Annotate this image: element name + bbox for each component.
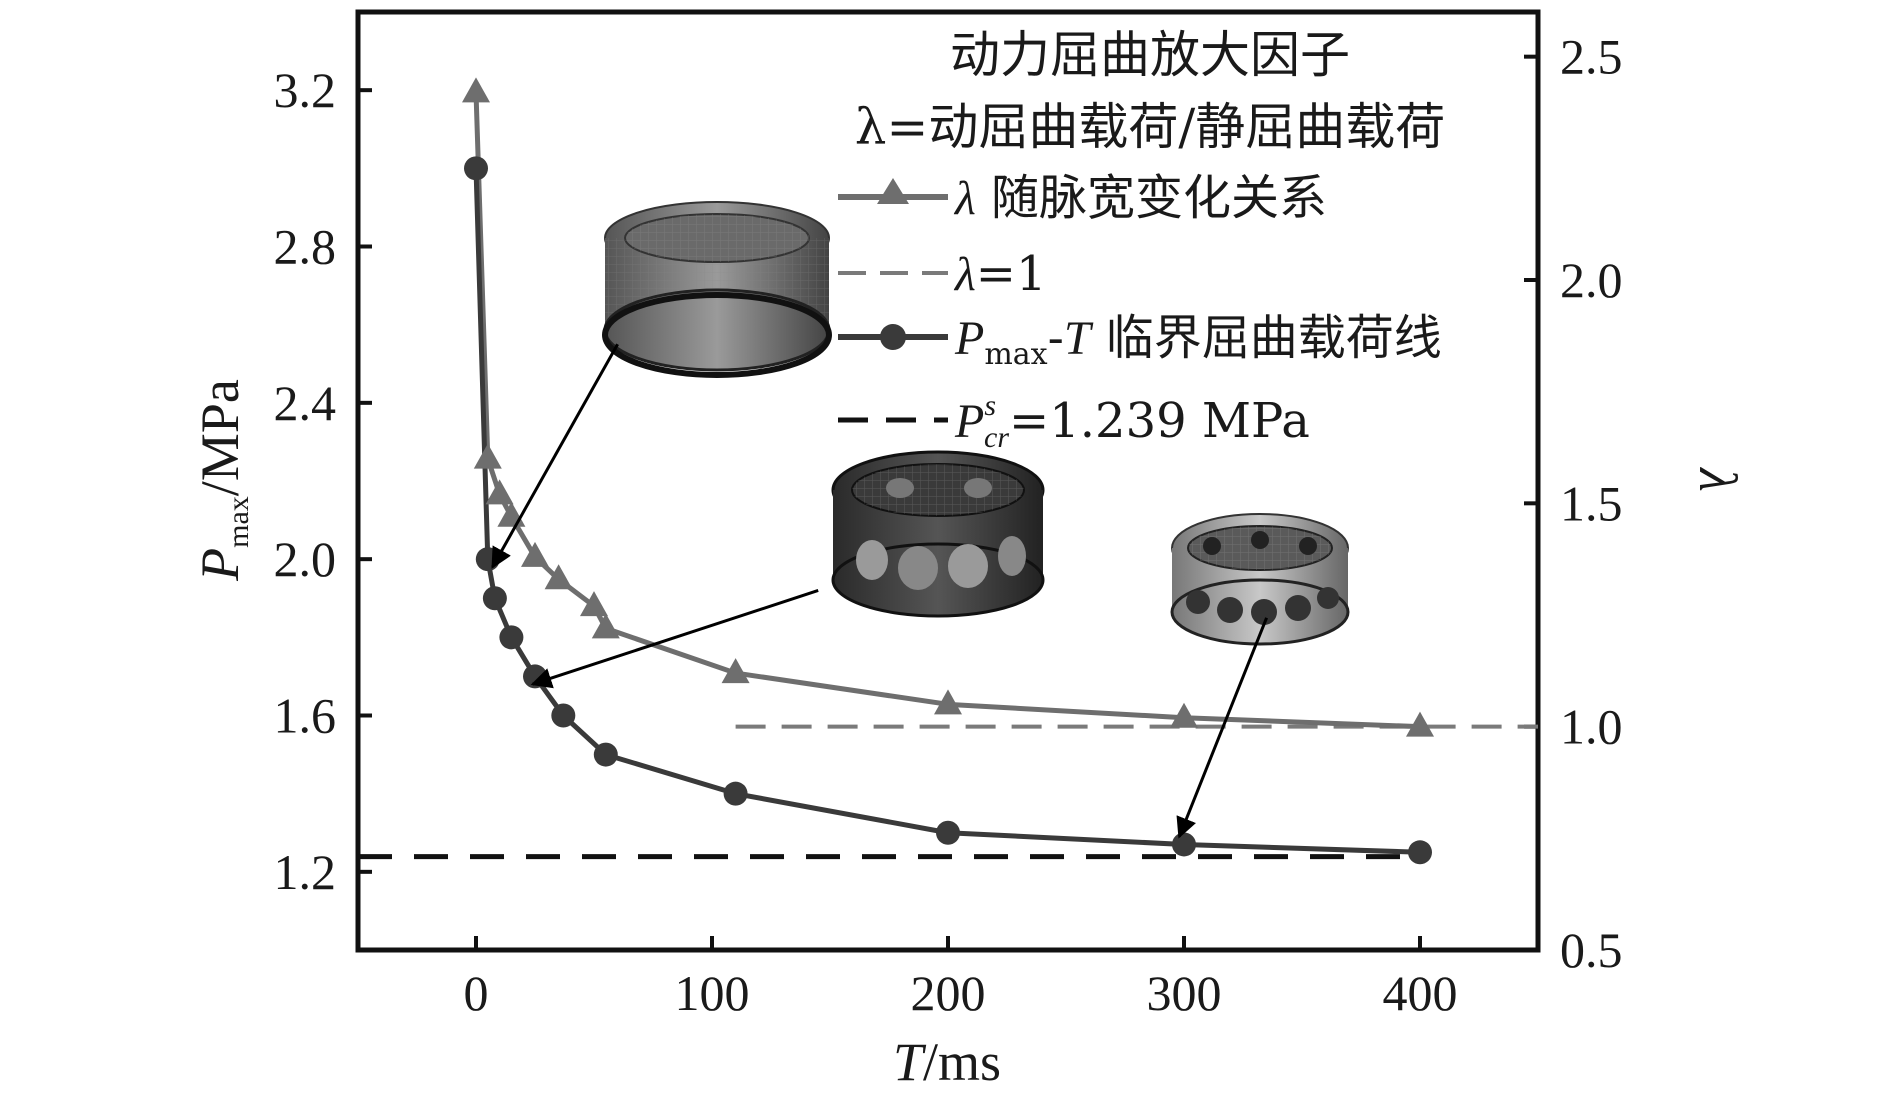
annotation-arrows [491, 343, 1268, 839]
svg-text:λ 随脉宽变化关系: λ 随脉宽变化关系 [953, 170, 1327, 226]
x-axis-label: T/ms [893, 1032, 1001, 1092]
legend-circle-icon [880, 324, 906, 350]
data-point-circle [723, 781, 748, 806]
data-point-circle [593, 742, 618, 767]
legend-label-lambda-one: =1 [976, 246, 1047, 302]
x-tick-label: 300 [1147, 965, 1222, 1021]
x-axis-ticks: 0 100 200 300 400 [464, 936, 1458, 1021]
data-point-triangle [1406, 711, 1434, 737]
legend-label-lambda-curve: 随脉宽变化关系 [976, 170, 1327, 226]
annotation-arrow-2 [530, 589, 819, 689]
data-point-circle [464, 156, 488, 181]
y-right-tick-label: 2.0 [1560, 252, 1623, 308]
y-left-axis-label-symbol: P [190, 548, 250, 582]
data-point-circle [551, 703, 576, 728]
x-axis-label-symbol: T [893, 1032, 927, 1092]
data-point-triangle [1170, 702, 1198, 728]
legend-entry-pmax: Pmax-T 临界屈曲载荷线 [838, 310, 1442, 372]
y-left-axis-label-sub: max [222, 496, 255, 548]
svg-text:λ=1: λ=1 [953, 246, 1047, 302]
legend-entry-lambda-curve: λ 随脉宽变化关系 [838, 170, 1327, 226]
data-point-circle [499, 625, 524, 650]
y-left-axis-label-unit: /MPa [190, 379, 250, 496]
y-right-tick-label: 1.5 [1560, 475, 1623, 531]
legend-title-line2: λ=动屈曲载荷/静屈曲载荷 [855, 98, 1445, 156]
data-point-circle [1172, 832, 1196, 857]
data-point-circle [482, 586, 507, 611]
legend-pmax-dash: - [1048, 310, 1064, 366]
legend-pmax-sub: max [984, 337, 1047, 372]
data-point-triangle [721, 658, 750, 684]
y-right-tick-label: 2.5 [1560, 29, 1623, 85]
legend-pmax-p: P [954, 312, 984, 365]
data-point-circle [1408, 840, 1432, 865]
legend-lambda-symbol-2: λ [953, 248, 976, 301]
x-axis-label-unit: /ms [923, 1032, 1001, 1092]
mode-shape-ring-3 [1170, 513, 1350, 646]
svg-text:Pmax-T 临界屈曲载荷线: Pmax-T 临界屈曲载荷线 [954, 310, 1442, 372]
legend: 动力屈曲放大因子 λ=动屈曲载荷/静屈曲载荷 λ 随脉宽变化关系 λ=1 Pma… [838, 26, 1445, 454]
y-left-tick-label: 2.4 [274, 375, 337, 431]
y-left-tick-label: 3.2 [274, 62, 337, 118]
y-right-tick-label: 1.0 [1560, 699, 1623, 755]
data-point-triangle [521, 541, 549, 567]
legend-label-static: =1.239 MPa [1009, 393, 1310, 449]
mode-shape-ring-2 [831, 450, 1045, 618]
data-point-triangle [934, 689, 962, 715]
data-point-triangle [473, 443, 502, 469]
y-right-axis-ticks: 0.5 1.0 1.5 2.0 2.5 [1524, 29, 1623, 978]
y-right-tick-label: 0.5 [1560, 922, 1623, 978]
y-left-tick-label: 2.0 [274, 531, 337, 587]
legend-static-sub: cr [984, 421, 1009, 454]
data-point-circle [936, 820, 960, 845]
data-point-triangle [544, 564, 573, 590]
data-point-triangle [591, 613, 620, 639]
annotation-arrow-1 [491, 343, 619, 569]
y-left-axis-ticks: 1.2 1.6 2.0 2.4 2.8 3.2 [274, 62, 372, 900]
data-point-triangle [580, 591, 608, 617]
x-tick-label: 0 [464, 965, 489, 1021]
legend-triangle-icon [877, 178, 909, 204]
legend-pmax-t: T [1064, 312, 1094, 365]
y-left-tick-label: 1.2 [274, 844, 337, 900]
x-tick-label: 200 [911, 965, 986, 1021]
annotation-arrow-3 [1176, 617, 1268, 839]
legend-label-pmax: 临界屈曲载荷线 [1091, 310, 1442, 366]
legend-title-line1: 动力屈曲放大因子 [950, 26, 1350, 84]
data-point-triangle [462, 77, 490, 103]
legend-static-sup: s [984, 389, 996, 422]
y-left-axis-label: Pmax/MPa [190, 379, 255, 582]
y-left-tick-label: 1.6 [274, 688, 337, 744]
x-tick-label: 400 [1383, 965, 1458, 1021]
legend-static-p: P [954, 395, 984, 448]
y-left-tick-label: 2.8 [274, 219, 337, 275]
x-tick-label: 100 [675, 965, 750, 1021]
legend-lambda-symbol-1: λ [953, 172, 976, 225]
y-right-axis-label: λ [1688, 466, 1748, 491]
legend-entry-lambda-one: λ=1 [838, 246, 1047, 302]
data-point-triangle [485, 479, 514, 505]
legend-entry-static: Ps cr=1.239 MPa [838, 389, 1310, 454]
mode-shape-ring-1 [602, 201, 832, 378]
